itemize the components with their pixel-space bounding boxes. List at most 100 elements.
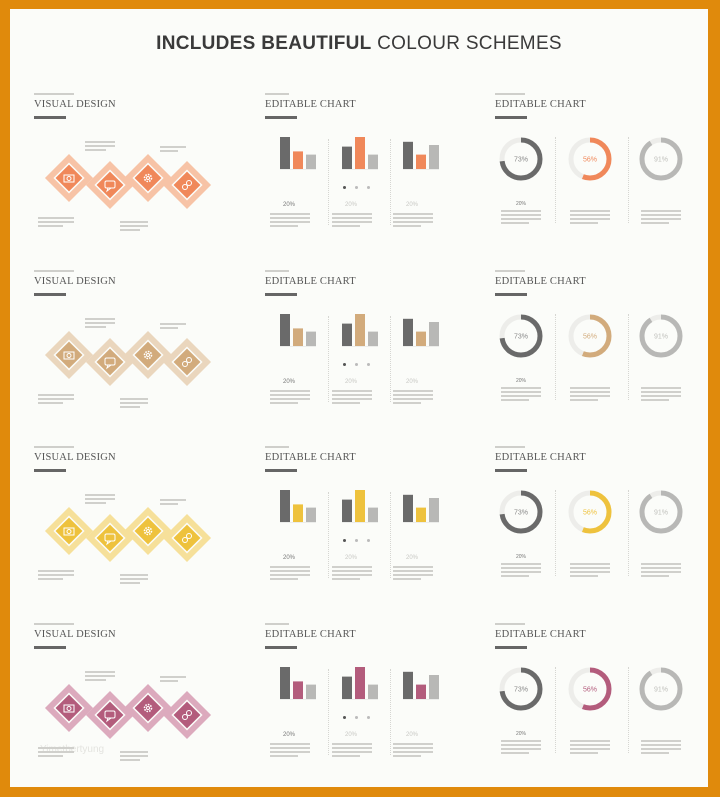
donut-chart: 91% [639, 490, 683, 534]
caption-text [38, 394, 74, 396]
description-text [332, 566, 372, 568]
description-text [332, 747, 372, 749]
caption-text [85, 675, 115, 677]
percent-label: 20% [282, 379, 295, 385]
donut-value-label: 91% [654, 157, 668, 164]
column-divider [390, 669, 392, 755]
description-text [270, 751, 310, 753]
donut-chart: 91% [639, 667, 683, 711]
donut-chart: 73% [499, 490, 543, 534]
chart-bar [368, 507, 378, 522]
bar-group [280, 314, 316, 347]
caption-text [85, 502, 106, 504]
caption-text [85, 318, 115, 320]
chart-bar [293, 151, 303, 169]
slide-kicker [34, 270, 74, 272]
percent-label: 20% [405, 379, 418, 385]
description-text [501, 391, 541, 393]
donut-chart: 73% [499, 314, 543, 358]
chart-bar [293, 504, 303, 522]
description-text [641, 210, 681, 212]
message-icon [106, 717, 112, 723]
scheme-row: VISUAL DESIGN EDITABLE CHART 20% 20% 20% EDIT… [10, 89, 708, 265]
chart-bar [280, 490, 290, 522]
gear-icon [146, 529, 150, 533]
caption-text [38, 402, 64, 404]
slide-kicker [265, 270, 289, 272]
gear-icon [143, 526, 153, 536]
title-underline [495, 469, 527, 472]
caption-text [120, 402, 148, 404]
slide-title: VISUAL DESIGN [34, 452, 116, 463]
caption-text [85, 671, 115, 673]
description-text [393, 213, 433, 215]
percent-label: 20% [344, 379, 357, 385]
bar-group [342, 314, 378, 347]
description-text [641, 748, 681, 750]
slide-title: EDITABLE CHART [495, 99, 586, 110]
description-text [570, 563, 610, 565]
bar-group [280, 667, 316, 700]
description-text [641, 575, 669, 577]
donut-arc [568, 667, 612, 711]
donut-value-label: 73% [514, 510, 528, 517]
description-text [641, 214, 681, 216]
description-text [570, 752, 598, 754]
chart-bar [403, 671, 413, 699]
description-text [393, 743, 433, 745]
percent-label: 20% [344, 732, 357, 738]
percent-label: 20% [515, 201, 526, 207]
slide-kicker [265, 446, 289, 448]
description-text [570, 399, 598, 401]
caption-text [85, 326, 106, 328]
column-divider [628, 667, 630, 753]
percent-label: 20% [344, 202, 357, 208]
title-underline [265, 469, 297, 472]
diamond-tile [55, 164, 83, 192]
donut-chart: 73% [499, 667, 543, 711]
chart-bar [368, 331, 378, 346]
column-divider [390, 316, 392, 402]
donut-chart: 91% [639, 137, 683, 181]
description-text [332, 225, 360, 227]
chart-bar [355, 137, 365, 169]
description-text [501, 748, 541, 750]
chart-bar [416, 684, 426, 699]
description-text [270, 390, 310, 392]
description-text [270, 570, 310, 572]
caption-text [120, 574, 148, 576]
percent-label: 20% [405, 202, 418, 208]
percent-label: 20% [405, 732, 418, 738]
description-text [570, 567, 610, 569]
caption-text [160, 499, 186, 501]
caption-text [120, 221, 148, 223]
chart-bar [429, 498, 439, 522]
description-text [641, 752, 669, 754]
diamond-tile [96, 171, 124, 199]
percent-label: 20% [282, 555, 295, 561]
slide-kicker [34, 93, 74, 95]
caption-text [38, 755, 64, 757]
camera-icon [66, 529, 72, 534]
caption-text [38, 570, 74, 572]
donut-chart: 56% [568, 667, 612, 711]
chart-bar [403, 494, 413, 522]
bar-group [403, 494, 439, 523]
title-bold: INCLUDES BEAUTIFUL [156, 33, 372, 54]
description-text [270, 217, 310, 219]
chart-bar [416, 507, 426, 522]
chart-bar [342, 146, 352, 169]
chart-bar [429, 322, 439, 346]
gear-icon [146, 706, 150, 710]
slide-title: EDITABLE CHART [265, 99, 356, 110]
column-divider [555, 137, 557, 223]
camera-icon [66, 176, 72, 181]
description-text [501, 387, 541, 389]
description-text [641, 744, 681, 746]
message-icon [104, 710, 116, 719]
gear-icon [143, 703, 153, 713]
description-text [501, 399, 529, 401]
description-text [270, 566, 310, 568]
donut-value-label: 91% [654, 687, 668, 694]
